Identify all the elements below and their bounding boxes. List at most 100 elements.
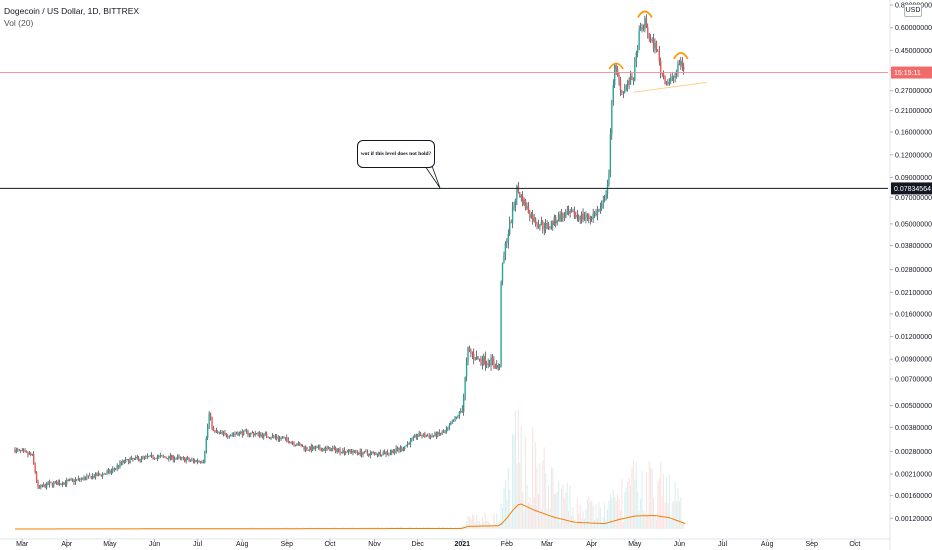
arc-marker[interactable]	[608, 62, 624, 70]
arc-marker[interactable]	[637, 10, 653, 18]
candle-body	[21, 450, 23, 452]
time-tick-label: Mar	[541, 541, 554, 548]
candle-body	[432, 435, 435, 437]
candle-body	[156, 456, 159, 459]
candle-body	[465, 362, 468, 378]
candle-body	[304, 447, 307, 450]
trendline[interactable]	[633, 81, 707, 93]
candle-body	[336, 449, 338, 452]
candle-body	[41, 485, 44, 487]
candle-body	[32, 453, 35, 464]
candle-body	[57, 482, 59, 486]
currency-button[interactable]: USD	[904, 4, 922, 17]
candle-body	[280, 437, 282, 439]
candle-body	[40, 485, 42, 488]
candle-body	[638, 30, 640, 50]
volume-bar	[566, 483, 568, 529]
candle-body	[37, 481, 39, 487]
candle-body	[64, 482, 67, 484]
candle-body	[526, 206, 528, 209]
candle-body	[362, 453, 364, 455]
candle-body	[347, 449, 350, 453]
time-tick-label: Jun	[674, 541, 685, 548]
candle-body	[444, 431, 446, 433]
volume-bar	[438, 526, 440, 529]
candle-body	[60, 483, 62, 485]
candle-body	[445, 429, 448, 432]
candle-body	[442, 432, 445, 434]
drawing-layer[interactable]	[0, 10, 888, 189]
price-tick-label: 0.02800000	[895, 267, 932, 274]
candle-body	[416, 435, 419, 438]
volume-bar	[611, 498, 613, 529]
volume-bar	[386, 526, 388, 529]
candle-body	[74, 479, 77, 483]
candle-body	[645, 18, 648, 28]
candle-body	[205, 437, 207, 452]
candle-body	[30, 453, 32, 455]
candle-body	[258, 432, 261, 437]
candle-body	[547, 224, 550, 228]
arc-marker[interactable]	[673, 51, 689, 60]
candle-body	[217, 431, 219, 433]
volume-bar	[635, 462, 637, 529]
volume-bar	[612, 490, 614, 529]
candle-body	[91, 476, 94, 479]
candle-body	[38, 486, 41, 488]
candle-body	[352, 452, 354, 453]
volume-bar	[477, 521, 479, 529]
volume-bar	[663, 474, 665, 529]
volume-bar	[529, 496, 531, 529]
volume-bar	[476, 515, 478, 529]
volume-bar	[560, 488, 562, 529]
candle-body	[123, 460, 125, 463]
candle-body	[652, 39, 655, 49]
volume-bar	[664, 502, 666, 529]
candle-body	[146, 456, 149, 457]
candle-body	[313, 446, 315, 450]
volume-bar	[553, 493, 555, 529]
candle-body	[264, 433, 266, 435]
candle-body	[497, 365, 499, 368]
volume-bar	[381, 526, 383, 529]
candle-body	[635, 52, 637, 63]
volume-bar	[630, 485, 632, 529]
volume-bar	[552, 467, 554, 529]
candle-body	[163, 456, 166, 458]
candle-body	[575, 214, 577, 218]
volume-bar	[471, 514, 473, 529]
candle-body	[447, 427, 449, 430]
candle-body	[680, 60, 682, 66]
candle-body	[104, 473, 107, 475]
callout-annotation[interactable]: wot if this level does not hold?	[357, 140, 435, 168]
candle-body	[539, 225, 541, 227]
time-tick-label: Mar	[16, 541, 29, 548]
volume-bar	[585, 509, 587, 529]
candle-body	[129, 459, 131, 464]
candle-body	[133, 458, 136, 460]
candle-body	[454, 417, 456, 422]
candle-body	[309, 446, 311, 451]
volume-bar	[431, 526, 433, 529]
candle-body	[536, 224, 538, 226]
candle-body	[158, 455, 160, 457]
candle-body	[486, 363, 488, 365]
candle-body	[404, 446, 406, 450]
candle-body	[556, 221, 558, 224]
candle-body	[296, 445, 298, 447]
candle-body	[68, 479, 71, 481]
candle-body	[51, 482, 54, 486]
volume-bar	[657, 481, 659, 529]
volume-bar	[583, 519, 585, 529]
candle-body	[87, 475, 90, 477]
candle-body	[278, 437, 281, 440]
volume-bar	[634, 479, 636, 529]
candle-body	[70, 479, 72, 481]
volume-indicator-label[interactable]: Vol (20)	[4, 18, 34, 28]
symbol-title[interactable]: Dogecoin / US Dollar, 1D, BITTREX	[4, 6, 140, 16]
candle-body	[580, 213, 583, 220]
volume-bar	[631, 467, 633, 529]
candle-body	[624, 86, 626, 93]
volume-bar	[575, 523, 577, 529]
